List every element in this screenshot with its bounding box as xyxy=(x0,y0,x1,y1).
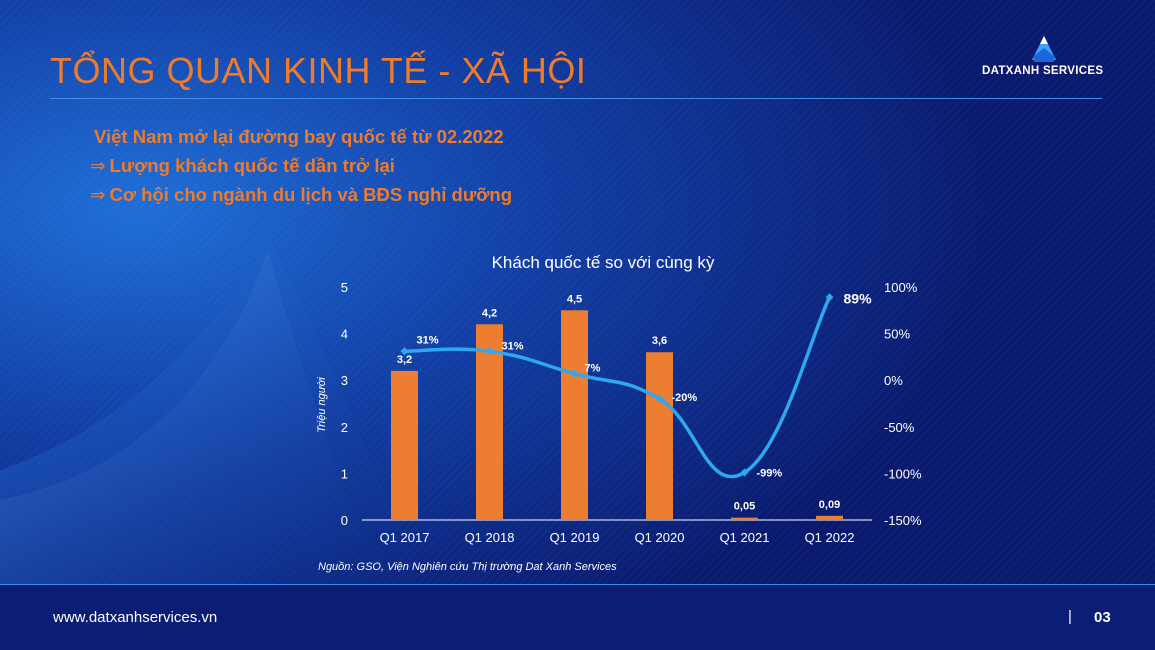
y2-tick-label: -100% xyxy=(884,466,922,481)
chart-title: Khách quốc tế so với cùng kỳ xyxy=(492,253,715,272)
website-link[interactable]: www.datxanhservices.vn xyxy=(53,609,218,626)
logo-text: DATXANH SERVICES xyxy=(982,65,1104,77)
x-tick-label: Q1 2018 xyxy=(465,530,515,545)
bar-value-label: 0,09 xyxy=(819,499,840,511)
bar xyxy=(646,352,673,520)
bullet-text: Việt Nam mở lại đường bay quốc tế từ 02.… xyxy=(94,126,504,147)
bullet-item: ⇒ Lượng khách quốc tế dần trở lại xyxy=(90,151,512,180)
bullet-item: Việt Nam mở lại đường bay quốc tế từ 02.… xyxy=(90,122,512,151)
bullet-list: Việt Nam mở lại đường bay quốc tế từ 02.… xyxy=(90,122,512,209)
growth-point xyxy=(400,347,409,356)
growth-label: -20% xyxy=(672,392,698,404)
bar-value-label: 0,05 xyxy=(734,501,755,513)
x-tick-label: Q1 2020 xyxy=(635,530,685,545)
page-separator: | xyxy=(1068,608,1072,625)
datxanh-logo-icon xyxy=(1032,36,1056,62)
bar xyxy=(816,515,843,520)
growth-label: 89% xyxy=(844,290,873,306)
bar xyxy=(476,324,503,520)
bullet-text: Cơ hội cho ngành du lịch và BĐS nghỉ dưỡ… xyxy=(109,184,513,205)
bar xyxy=(731,517,758,520)
bar-value-label: 4,5 xyxy=(567,293,582,305)
growth-label: 7% xyxy=(585,363,601,375)
chart-source: Nguồn: GSO, Viện Nghiên cứu Thị trường D… xyxy=(318,561,617,573)
bar-value-label: 3,2 xyxy=(397,354,412,366)
bullet-arrow: ⇒ xyxy=(90,155,106,176)
growth-point xyxy=(485,347,494,356)
x-tick-label: Q1 2022 xyxy=(805,530,855,545)
y-tick-label: 2 xyxy=(341,420,348,435)
y-tick-label: 4 xyxy=(341,327,348,342)
y-tick-label: 3 xyxy=(341,373,348,388)
y2-tick-label: -50% xyxy=(884,420,915,435)
y2-tick-label: 50% xyxy=(884,327,910,342)
y-tick-label: 1 xyxy=(341,466,348,481)
bullet-text: Lượng khách quốc tế dần trở lại xyxy=(109,155,395,176)
growth-label: -99% xyxy=(757,467,783,479)
y2-tick-label: -150% xyxy=(884,513,922,528)
growth-point xyxy=(740,468,749,477)
bar xyxy=(561,310,588,520)
growth-point xyxy=(570,369,579,378)
y-tick-label: 5 xyxy=(341,280,348,295)
x-tick-label: Q1 2019 xyxy=(550,530,600,545)
bar-value-label: 4,2 xyxy=(482,307,497,319)
bullet-item: ⇒ Cơ hội cho ngành du lịch và BĐS nghỉ dư… xyxy=(90,180,512,209)
page-title: TỔNG QUAN KINH TẾ - XÃ HỘI xyxy=(50,50,587,91)
x-tick-label: Q1 2021 xyxy=(720,530,770,545)
header-divider xyxy=(50,98,1102,99)
growth-line xyxy=(402,295,832,479)
y-tick-label: 0 xyxy=(341,513,348,528)
growth-label: 31% xyxy=(502,340,524,352)
y2-tick-label: 100% xyxy=(884,280,918,295)
growth-point xyxy=(825,293,834,302)
bullet-arrow: ⇒ xyxy=(90,184,106,205)
page-number: 03 xyxy=(1094,609,1111,626)
growth-label: 31% xyxy=(417,334,439,346)
bar-value-label: 3,6 xyxy=(652,335,667,347)
bar xyxy=(391,370,418,520)
growth-point xyxy=(655,394,664,403)
footer-divider xyxy=(0,584,1155,585)
x-tick-label: Q1 2017 xyxy=(380,530,430,545)
y-axis-label: Triệu người xyxy=(316,377,328,433)
y2-tick-label: 0% xyxy=(884,373,903,388)
